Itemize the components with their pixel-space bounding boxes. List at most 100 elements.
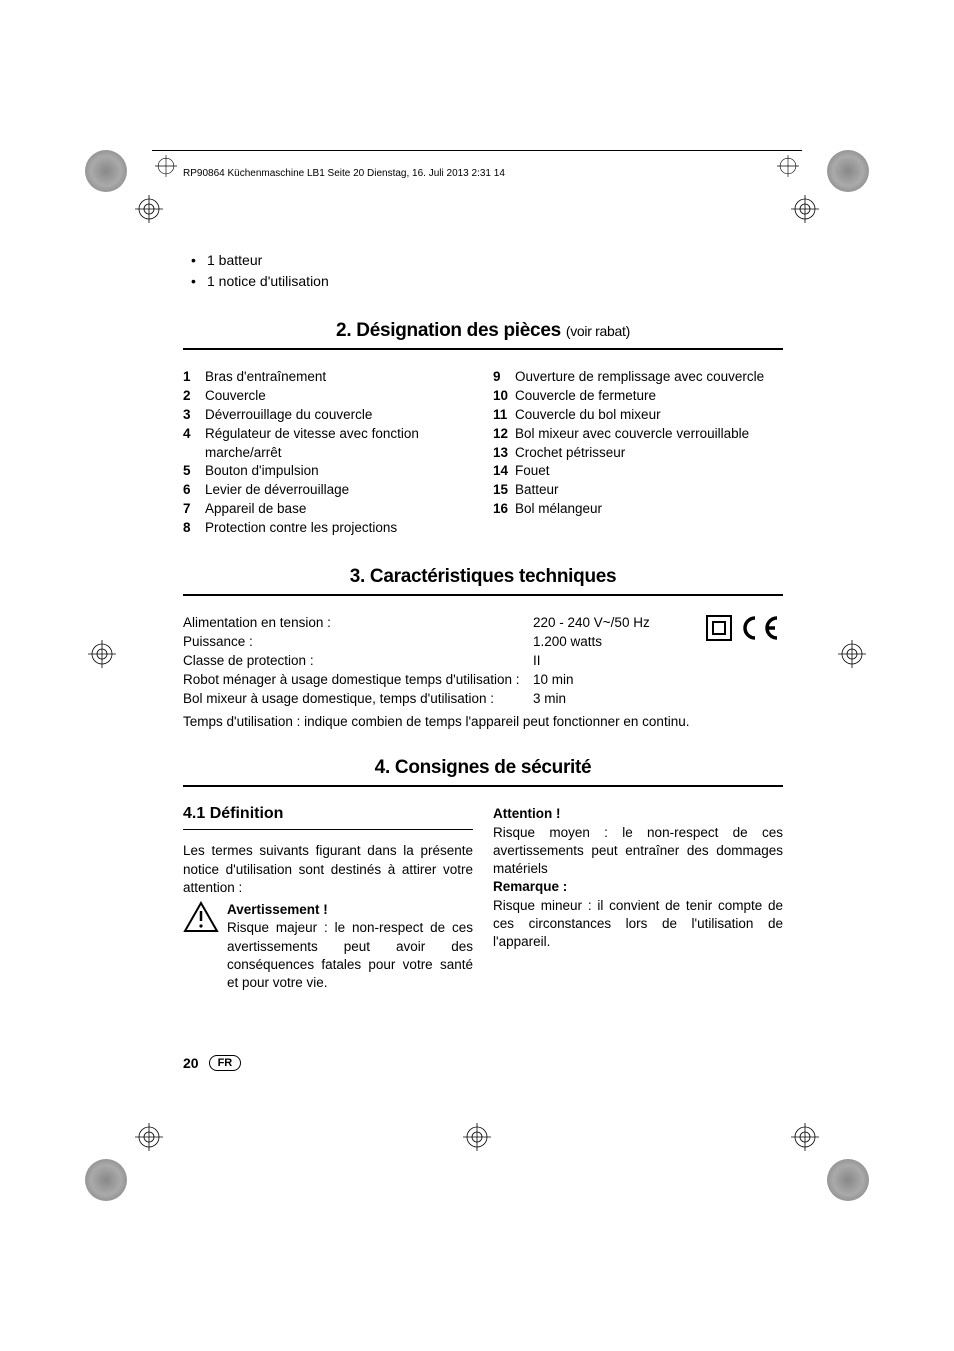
parts-num: 10 [493, 387, 515, 406]
spec-label: Classe de protection : [183, 652, 533, 671]
reg-mark-bm [463, 1123, 491, 1156]
safety-columns: 4.1 Définition Les termes suivants figur… [183, 805, 783, 992]
sub41-title: 4.1 Définition [183, 805, 473, 823]
section4-title: 4. Consignes de sécurité [183, 757, 783, 779]
safety-col-right: Attention ! Risque moyen : le non-respec… [493, 805, 783, 992]
remarque-body: Risque mineur : il convient de tenir com… [493, 898, 783, 949]
parts-item: 2Couvercle [183, 387, 473, 406]
avert-label: Avertissement ! [227, 902, 328, 917]
parts-text: Ouverture de remplissage avec couvercle [515, 368, 783, 387]
parts-text: Couvercle du bol mixeur [515, 406, 783, 425]
attention-label: Attention ! [493, 806, 560, 821]
reg-mark-mr [838, 640, 866, 673]
section4-rule [183, 785, 783, 787]
spec-label: Bol mixeur à usage domestique, temps d'u… [183, 690, 533, 709]
language-badge: FR [209, 1055, 242, 1071]
avertissement-block: Avertissement ! Risque majeur : le non-r… [183, 901, 473, 992]
section2-title-sub: (voir rabat) [566, 323, 630, 339]
parts-text: Fouet [515, 462, 783, 481]
parts-item: 13Crochet pétrisseur [493, 444, 783, 463]
class2-icon [705, 614, 733, 642]
page-frame-line-t [152, 150, 802, 151]
spec-value: 3 min [533, 690, 783, 709]
print-header: RP90864 Küchenmaschine LB1 Seite 20 Dien… [183, 168, 505, 179]
parts-num: 16 [493, 500, 515, 519]
parts-item: 8Protection contre les projections [183, 519, 473, 538]
parts-columns: 1Bras d'entraînement2Couvercle3Déverroui… [183, 368, 783, 538]
parts-num: 12 [493, 425, 515, 444]
parts-col-right: 9Ouverture de remplissage avec couvercle… [493, 368, 783, 538]
sub41-intro: Les termes suivants figurant dans la pré… [183, 842, 473, 897]
reg-mark-tl2 [155, 155, 177, 182]
spec-table: Alimentation en tension :220 - 240 V~/50… [183, 614, 783, 708]
spec-row: Alimentation en tension :220 - 240 V~/50… [183, 614, 783, 633]
parts-num: 6 [183, 481, 205, 500]
reg-mark-tl [135, 195, 163, 228]
parts-item: 4Régulateur de vitesse avec fonction mar… [183, 425, 473, 463]
parts-item: 10Couvercle de fermeture [493, 387, 783, 406]
page-footer: 20 FR [183, 1055, 241, 1071]
parts-text: Batteur [515, 481, 783, 500]
parts-item: 1Bras d'entraînement [183, 368, 473, 387]
spec-note: Temps d'utilisation : indique combien de… [183, 714, 783, 729]
parts-num: 1 [183, 368, 205, 387]
parts-text: Bras d'entraînement [205, 368, 473, 387]
parts-item: 9Ouverture de remplissage avec couvercle [493, 368, 783, 387]
section2-title: 2. Désignation des pièces (voir rabat) [183, 320, 783, 342]
parts-num: 3 [183, 406, 205, 425]
parts-text: Bouton d'impulsion [205, 462, 473, 481]
parts-text: Couvercle de fermeture [515, 387, 783, 406]
page-number: 20 [183, 1055, 199, 1071]
parts-text: Régulateur de vitesse avec fonction marc… [205, 425, 473, 463]
parts-item: 5Bouton d'impulsion [183, 462, 473, 481]
reg-mark-tr [791, 195, 819, 228]
parts-text: Bol mélangeur [515, 500, 783, 519]
parts-item: 16Bol mélangeur [493, 500, 783, 519]
certification-icons [705, 614, 783, 642]
parts-num: 8 [183, 519, 205, 538]
spec-value: 10 min [533, 671, 783, 690]
parts-num: 2 [183, 387, 205, 406]
parts-num: 4 [183, 425, 205, 463]
spec-label: Robot ménager à usage domestique temps d… [183, 671, 533, 690]
reg-mark-bl [135, 1123, 163, 1156]
remarque-block: Remarque : Risque mineur : il convient d… [493, 878, 783, 951]
reg-mark-ml [88, 640, 116, 673]
parts-num: 7 [183, 500, 205, 519]
parts-text: Crochet pétrisseur [515, 444, 783, 463]
spec-row: Robot ménager à usage domestique temps d… [183, 671, 783, 690]
ce-icon [739, 614, 783, 642]
list-item: 1 notice d'utilisation [183, 271, 783, 292]
reg-mark-br [791, 1123, 819, 1156]
parts-num: 13 [493, 444, 515, 463]
attention-body: Risque moyen : le non-respect de ces ave… [493, 825, 783, 876]
parts-text: Déverrouillage du couvercle [205, 406, 473, 425]
spec-row: Bol mixeur à usage domestique, temps d'u… [183, 690, 783, 709]
avert-text: Avertissement ! Risque majeur : le non-r… [227, 901, 473, 992]
attention-block: Attention ! Risque moyen : le non-respec… [493, 805, 783, 878]
spec-value: II [533, 652, 783, 671]
parts-text: Protection contre les projections [205, 519, 473, 538]
section3-rule [183, 594, 783, 596]
parts-item: 11Couvercle du bol mixeur [493, 406, 783, 425]
list-item: 1 batteur [183, 250, 783, 271]
parts-item: 15Batteur [493, 481, 783, 500]
parts-num: 11 [493, 406, 515, 425]
warning-icon [183, 901, 219, 992]
spec-row: Puissance :1.200 watts [183, 633, 783, 652]
parts-text: Couvercle [205, 387, 473, 406]
parts-num: 5 [183, 462, 205, 481]
parts-item: 7Appareil de base [183, 500, 473, 519]
parts-num: 14 [493, 462, 515, 481]
section2-rule [183, 348, 783, 350]
reg-mark-tr2 [777, 155, 799, 182]
safety-col-left: 4.1 Définition Les termes suivants figur… [183, 805, 473, 992]
parts-item: 14Fouet [493, 462, 783, 481]
spec-wrap: Alimentation en tension :220 - 240 V~/50… [183, 614, 783, 708]
sub41-rule [183, 829, 473, 830]
parts-text: Levier de déverrouillage [205, 481, 473, 500]
page-content: 1 batteur 1 notice d'utilisation 2. Dési… [183, 250, 783, 1020]
parts-num: 9 [493, 368, 515, 387]
parts-item: 12Bol mixeur avec couvercle verrouillabl… [493, 425, 783, 444]
parts-num: 15 [493, 481, 515, 500]
